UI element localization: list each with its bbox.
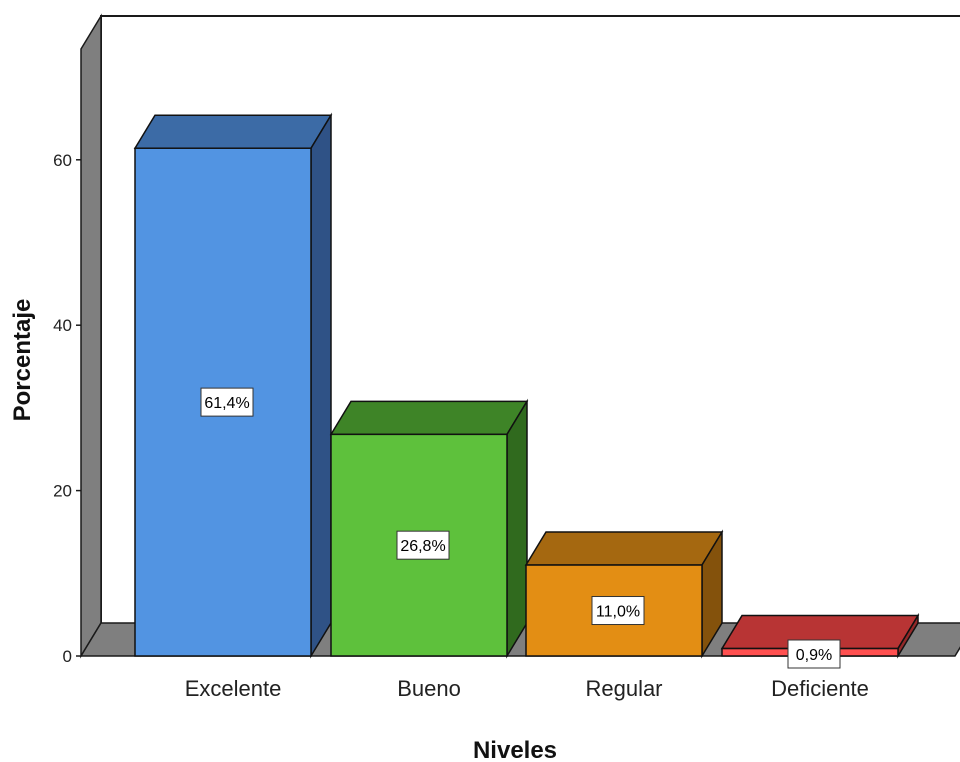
bar-top-face xyxy=(524,531,724,566)
data-label-text: 0,9% xyxy=(796,647,832,664)
data-label: 26,8% xyxy=(396,530,450,560)
y-axis-ticks: 0 20 40 60 xyxy=(53,151,81,666)
bar-excelente xyxy=(133,112,333,659)
data-label-box xyxy=(396,530,450,560)
bar-side-face xyxy=(310,112,332,659)
bar-regular xyxy=(524,529,724,659)
bar-side-face xyxy=(506,398,528,659)
bars-group xyxy=(133,112,920,659)
y-tick-label: 0 xyxy=(63,647,72,666)
data-label-box xyxy=(787,639,841,669)
data-label: 0,9% xyxy=(787,639,841,669)
data-label-text: 26,8% xyxy=(400,538,445,555)
y-tick-label: 20 xyxy=(53,482,72,501)
x-category-label: Deficiente xyxy=(771,676,869,701)
data-label: 11,0% xyxy=(591,596,645,626)
x-category-label: Bueno xyxy=(397,676,461,701)
data-label-box xyxy=(200,387,254,417)
data-label: 61,4% xyxy=(200,387,254,417)
bar-top-face xyxy=(133,114,333,149)
bar-bueno xyxy=(329,398,529,659)
data-label-text: 61,4% xyxy=(204,395,249,412)
y-axis-title: Porcentaje xyxy=(9,299,36,422)
y-tick-label: 60 xyxy=(53,151,72,170)
y-tick-label: 40 xyxy=(53,316,72,335)
left-wall xyxy=(80,13,102,659)
bar-top-face xyxy=(329,400,529,436)
data-label-text: 11,0% xyxy=(596,604,640,621)
x-axis-categories: Excelente Bueno Regular Deficiente xyxy=(185,676,869,701)
data-labels-group: 61,4% 26,8% 11,0% 0,9% xyxy=(200,387,841,669)
x-category-label: Excelente xyxy=(185,676,282,701)
x-category-label: Regular xyxy=(585,676,662,701)
data-label-box xyxy=(591,596,645,626)
x-axis-title: Niveles xyxy=(473,737,557,762)
